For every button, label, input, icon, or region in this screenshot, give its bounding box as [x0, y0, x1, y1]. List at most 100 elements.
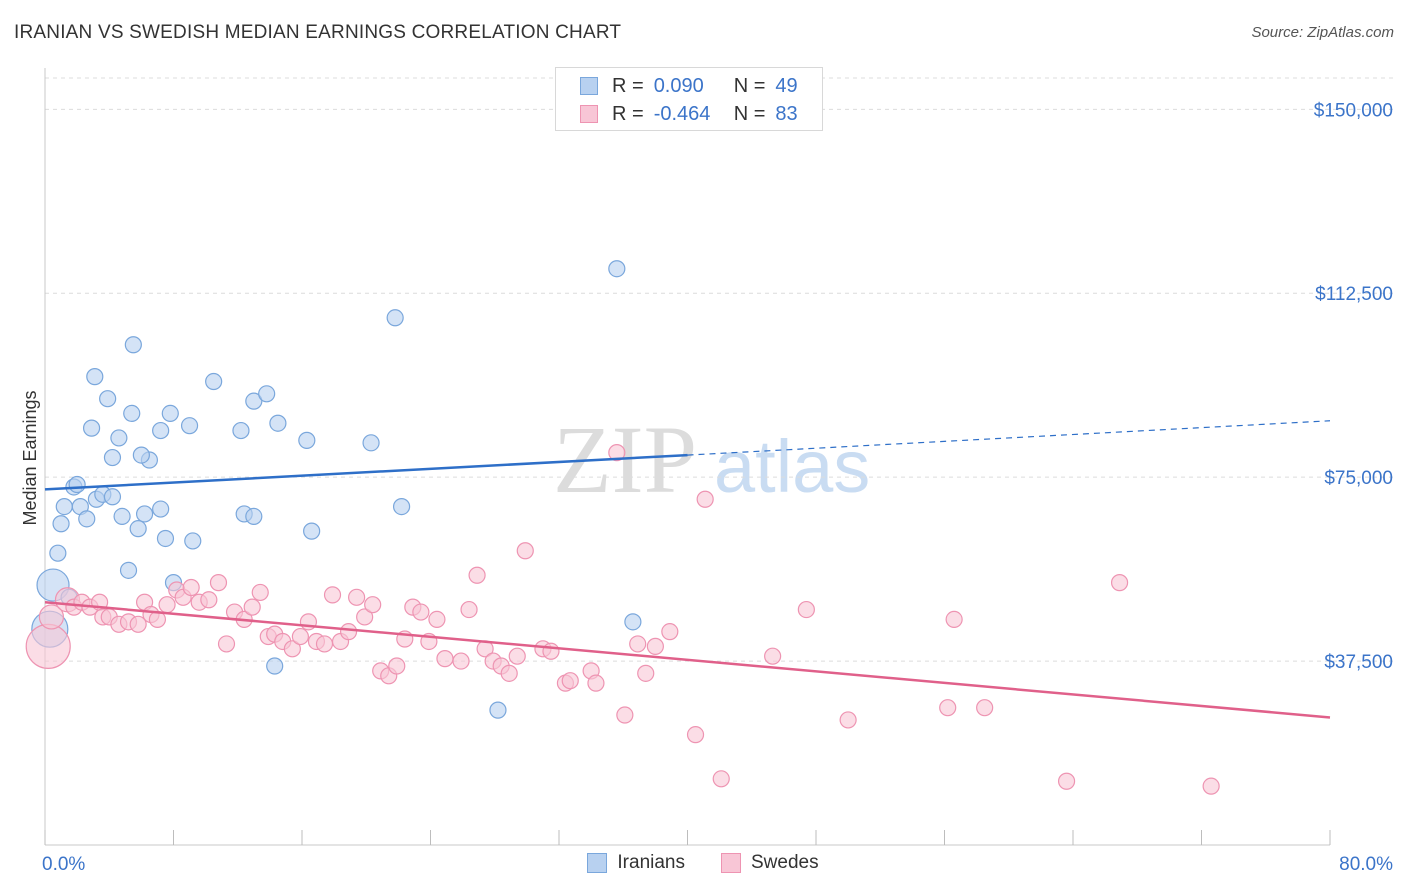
swedes-point	[348, 588, 366, 606]
y-tick-label: $112,500	[1315, 284, 1393, 305]
iranians-point	[99, 390, 117, 408]
legend-swatch-swedes	[721, 853, 741, 873]
legend-n-value: 49	[775, 74, 798, 97]
iranians-point	[392, 497, 411, 516]
swedes-point	[1057, 772, 1076, 790]
swedes-point	[646, 637, 664, 655]
iranians-trend-line	[44, 453, 688, 491]
swedes-point	[797, 600, 815, 619]
swedes-point	[38, 604, 65, 630]
iranians-trend-extension	[687, 420, 1331, 456]
iranians-point	[152, 421, 170, 440]
iranians-point	[52, 515, 70, 533]
iranians-point	[49, 544, 67, 562]
iranians-point	[68, 475, 86, 494]
y-axis-title: Median Earnings	[20, 390, 40, 525]
swedes-point	[587, 674, 605, 692]
y-tick-labels: $37,500 $75,000 $112,500 $150,000	[1314, 100, 1393, 673]
swedes-point	[608, 444, 626, 462]
iranians-point	[180, 417, 199, 435]
swedes-point	[339, 623, 358, 641]
iranians-point	[86, 368, 104, 386]
legend-row-iranians: R = 0.090 N = 49	[580, 73, 798, 99]
iranians-point	[245, 392, 263, 410]
swedes-point	[712, 770, 730, 788]
y-tick-label: $150,000	[1314, 100, 1393, 121]
legend-item-iranians[interactable]: Iranians	[587, 852, 685, 874]
legend-label-iranians: Iranians	[617, 852, 685, 873]
swedes-point	[516, 542, 534, 560]
swedes-point	[436, 650, 454, 668]
swedes-point	[1110, 574, 1129, 592]
swedes-point	[283, 640, 301, 658]
iranians-point	[362, 434, 380, 452]
iranians-point	[386, 309, 404, 327]
series-legend: Iranians Swedes	[0, 852, 1406, 874]
swedes-point	[1202, 777, 1220, 795]
legend-n-value: 83	[775, 102, 798, 125]
swedes-point	[428, 610, 446, 628]
iranians-point	[161, 404, 179, 423]
swedes-point	[561, 672, 579, 690]
swedes-point	[616, 706, 634, 724]
iranians-point	[123, 404, 141, 423]
swedes-point	[158, 596, 176, 614]
swedes-point	[209, 574, 228, 592]
swedes-point	[500, 664, 518, 682]
iranians-point	[156, 529, 175, 548]
swedes-point	[452, 652, 470, 670]
iranians-point	[258, 385, 276, 403]
iranians-point	[266, 657, 284, 675]
source-note: Source: ZipAtlas.com	[1251, 24, 1394, 41]
swedes-point	[251, 583, 269, 602]
swedes-trend-line	[44, 600, 1331, 719]
iranians-point	[124, 336, 142, 354]
iranians-point	[245, 507, 263, 526]
legend-item-swedes[interactable]: Swedes	[721, 852, 819, 874]
legend-n-label: N =	[733, 102, 766, 125]
swedes-point	[629, 635, 647, 653]
swedes-point	[182, 578, 200, 597]
iranians-point	[103, 448, 122, 467]
swedes-point	[839, 711, 857, 729]
swedes-point	[696, 490, 714, 508]
iranians-point	[55, 497, 73, 516]
swedes-point	[243, 598, 261, 616]
legend-swatch-blue	[580, 77, 598, 95]
swedes-point	[291, 627, 309, 646]
swedes-point	[356, 608, 374, 626]
swedes-point	[468, 566, 486, 584]
iranians-point	[110, 429, 128, 447]
x-tick-labels: 0.0% 80.0%	[42, 854, 1393, 875]
swedes-point	[200, 591, 218, 609]
iranians-point	[129, 520, 147, 538]
y-tick-label: $75,000	[1324, 468, 1393, 489]
swedes-point	[637, 664, 655, 682]
swedes-point	[25, 623, 71, 669]
swedes-point	[686, 726, 705, 744]
iranians-point	[82, 419, 101, 437]
iranians-point	[624, 613, 642, 631]
legend-r-label: R =	[612, 102, 644, 125]
legend-swatch-pink	[580, 105, 598, 123]
iranians-point	[489, 701, 507, 719]
iranians-point	[269, 414, 287, 432]
x-tick-label-max: 80.0%	[1339, 854, 1393, 875]
trend-lines	[44, 420, 1331, 719]
swedes-point	[323, 586, 342, 604]
swedes-point	[661, 623, 679, 641]
watermark: ZIP atlas	[553, 406, 870, 513]
iranians-point	[303, 522, 321, 540]
iranians-point	[608, 260, 626, 278]
swedes-point	[388, 657, 406, 675]
swedes-points	[25, 444, 1220, 795]
swedes-point	[460, 600, 478, 619]
legend-n-label: N =	[733, 74, 766, 97]
swedes-point	[508, 647, 526, 665]
x-tick-label-min: 0.0%	[42, 854, 85, 875]
chart-title: IRANIAN VS SWEDISH MEDIAN EARNINGS CORRE…	[14, 22, 622, 43]
iranians-point	[135, 505, 154, 523]
swedes-point	[129, 615, 147, 633]
legend-r-value: -0.464	[653, 102, 711, 125]
